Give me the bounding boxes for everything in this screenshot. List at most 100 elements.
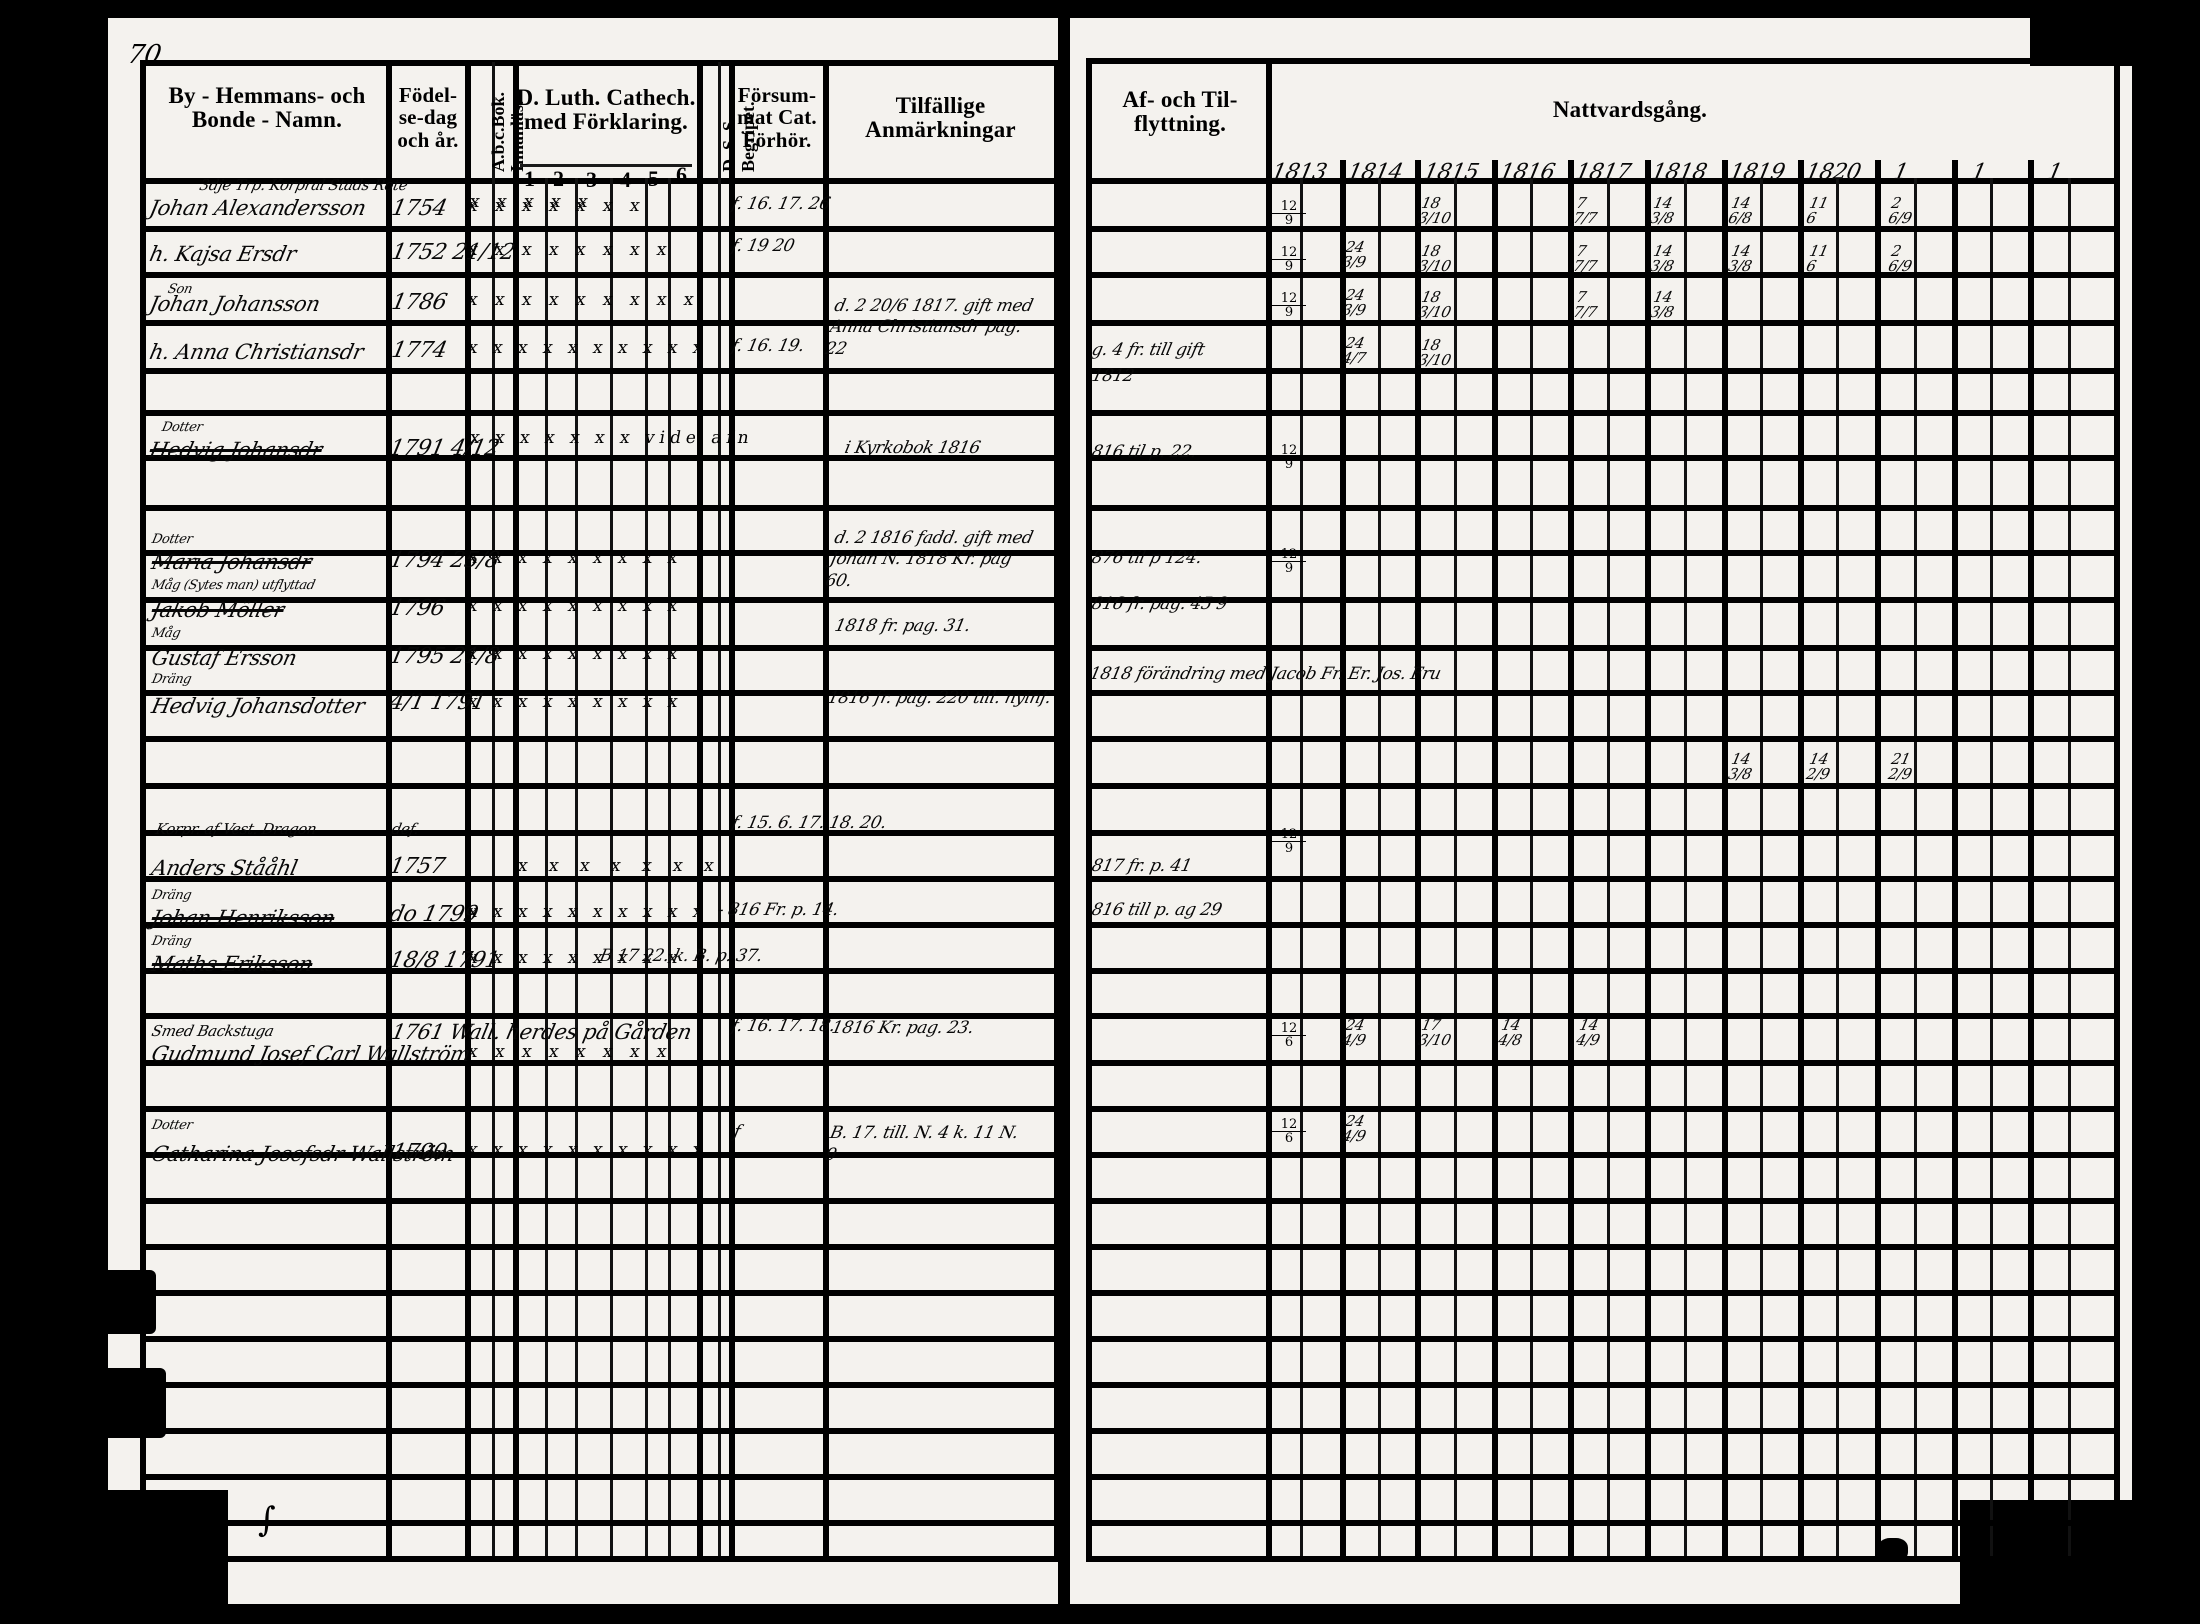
entry-name-14: Gudmund Josef Carl Wallström [149, 1042, 473, 1066]
forsummat-row-12: - 816 Fr. p. 14. [715, 900, 841, 920]
year-sep-extra-2 [2028, 160, 2034, 1556]
year-sep-1820 [1875, 160, 1881, 1556]
communion-num: 12 [1272, 444, 1306, 458]
left-frame-left [140, 60, 146, 1560]
entry-name-11: Anders Stååhl [149, 856, 300, 880]
catech-subnum-4: 4 [620, 167, 631, 192]
row-rule-16 [142, 922, 1054, 928]
communion-row-7-1813: 12 9 [1272, 548, 1306, 575]
row-rule-18 [142, 1013, 1054, 1019]
r-row-rule-29 [1088, 1520, 2116, 1526]
row-rule-4 [142, 368, 1054, 374]
catech-marks-row-14: x x x x x x x x [466, 1042, 675, 1062]
row-rule-12 [142, 736, 1054, 742]
catech-marks-row-11: x x x x x x x [516, 856, 724, 876]
year-sep-1815 [1492, 160, 1498, 1556]
right-frame-headrule [1086, 178, 2120, 184]
r-row-rule-9 [1088, 597, 2116, 603]
catech-marks-row-6: x x x x x x x x x [466, 548, 685, 568]
entry-birth-7: 1796 [387, 596, 448, 621]
flyttning-entry-7: 816 till p. ag 29 [1089, 900, 1224, 920]
note-row-7: 1818 fr. pag. 31. [832, 616, 973, 636]
col-header-name: By - Hemmans- och Bonde - Namn. [168, 83, 366, 133]
row-rule-26 [142, 1382, 1054, 1388]
communion-den: 9 [1284, 841, 1294, 856]
year-subdiv-1816 [1530, 178, 1533, 1556]
note-row-3: d. 2 20/6 1817. gift med Anna Christians… [823, 296, 1035, 359]
communion-den: 9 [1284, 259, 1294, 274]
catech-sub-2 [575, 178, 578, 1556]
col-sep-abc-inner [492, 62, 495, 1556]
r-row-rule-6 [1088, 455, 2116, 461]
r-row-rule-23 [1088, 1244, 2116, 1250]
year-sep-1814 [1415, 160, 1421, 1556]
catech-sub-1 [545, 178, 548, 1556]
communion-den: 9 [1284, 213, 1294, 228]
r-row-rule-16 [1088, 922, 2116, 928]
catech-marks-row-3: x x x x x x x x x [466, 290, 702, 310]
r-row-rule-24 [1088, 1290, 2116, 1296]
year-header-1819: 1819 [1727, 160, 1788, 185]
r-row-rule-2 [1088, 272, 2116, 278]
communion-block-1815-d: 18 3/10 [1416, 336, 1453, 369]
catech-marks-row-4: x x x x x x x x x x [466, 338, 710, 358]
row-rule-25 [142, 1336, 1054, 1342]
left-frame-bottom [140, 1556, 1060, 1562]
year-header-1818: 1818 [1649, 160, 1710, 185]
year-subdiv-extra-2 [1990, 178, 1993, 1556]
communion-den: 9 [1284, 305, 1294, 320]
entry-birth-1: 1754 [389, 196, 450, 221]
row-rule-13 [142, 783, 1054, 789]
col-sep-forsummat-anmark [823, 62, 829, 1556]
forsummat-row-4: f. 16. 19. [729, 336, 807, 356]
year-sep-1813 [1340, 160, 1346, 1556]
flyttning-entry-2: 816 til p. 22. [1089, 442, 1199, 462]
r-row-rule-12 [1088, 736, 2116, 742]
row-rule-15 [142, 876, 1054, 882]
row-rule-24 [142, 1290, 1054, 1296]
row-rule-2 [142, 272, 1054, 278]
entry-name-8: Gustaf Ersson [149, 646, 299, 670]
year-subdiv-1818 [1684, 178, 1687, 1556]
col-sep-birth-abc [465, 62, 471, 1556]
communion-row-1-1813: 12 9 [1272, 200, 1306, 227]
year-subdiv-1820 [1836, 178, 1839, 1556]
flyttning-entry-3: 876 til p 124. [1089, 548, 1204, 568]
row-rule-14 [142, 830, 1054, 836]
entry-birth-4: 1774 [389, 338, 450, 363]
binding-notch-lower [96, 1368, 166, 1438]
entry-relation-12: Dräng [150, 888, 193, 903]
r-row-rule-8 [1088, 550, 2116, 556]
row-rule-11 [142, 690, 1054, 696]
catech-marks-row-9: x x x x x x x x x [466, 692, 685, 712]
col-header-flyttning: Af- och Til- flyttning. [1122, 87, 1238, 137]
entry-name-6: Maria Johansdr [149, 550, 314, 574]
forsummat-row-1: f. 19 20 [729, 236, 797, 256]
year-sep-extra-1 [1952, 160, 1958, 1556]
right-page-paper [1070, 18, 2132, 1604]
year-subdiv-1819 [1760, 178, 1763, 1556]
communion-row-13-1813: 12 6 [1272, 1022, 1306, 1049]
note-row-9: 1816 fr. pag. 220 till. nyinf. [825, 688, 1053, 708]
r-row-rule-18 [1088, 1013, 2116, 1019]
year-subdiv-extra-1 [1914, 178, 1917, 1556]
flyttning-entry-0: g. 4 fr. till gift [1089, 340, 1207, 360]
bottom-flourish: ∫ [258, 1500, 276, 1540]
row-rule-22 [142, 1198, 1054, 1204]
left-frame-right [1054, 60, 1060, 1560]
r-row-rule-26 [1088, 1382, 2116, 1388]
entry-relation-6: Dotter [150, 532, 194, 547]
row-rule-28 [142, 1474, 1054, 1480]
row-rule-7 [142, 505, 1054, 511]
col-header-nattvard: Nattvardsgång. [1552, 97, 1708, 122]
entry-birth-15: 1790 [389, 1140, 450, 1165]
row-rule-10 [142, 645, 1054, 651]
forsummat-row-13: B 17 22. k. B. p. 37. [597, 946, 765, 966]
catech-subhead-rule [520, 164, 692, 167]
note-row-6: d. 2 1816 fadd. gift med Johan N. 1818 K… [823, 528, 1035, 591]
communion-row-3-1813: 12 9 [1272, 292, 1306, 319]
r-row-rule-21 [1088, 1152, 2116, 1158]
year-subdiv-1813 [1300, 178, 1303, 1556]
catech-marks-row-2: x x x x x x x x [466, 240, 675, 260]
